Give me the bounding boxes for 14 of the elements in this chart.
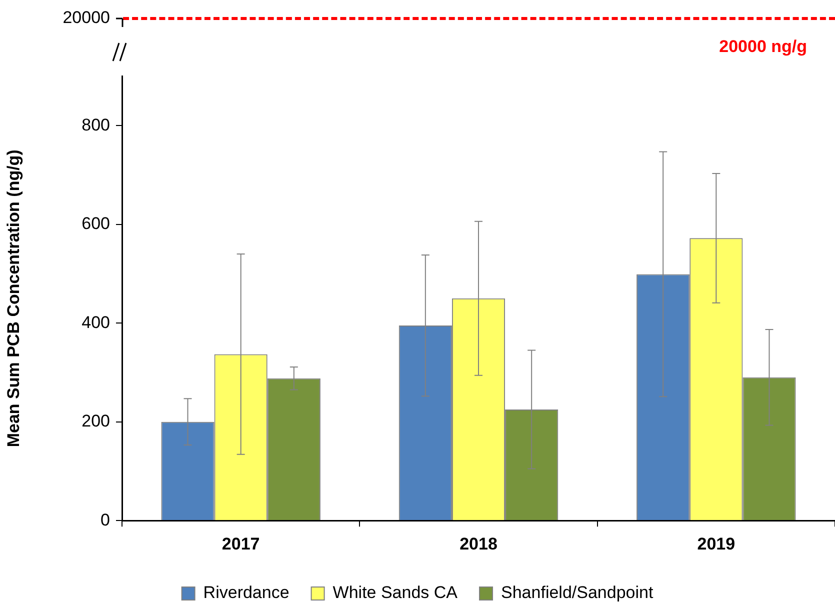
x-tick-label: 2018 xyxy=(460,534,498,554)
y-axis-title: Mean Sum PCB Concentration (ng/g) xyxy=(4,150,23,448)
legend-label: Riverdance xyxy=(203,583,290,602)
x-tick-label: 2019 xyxy=(697,534,736,554)
x-tick-label: 2017 xyxy=(222,534,260,554)
y-tick-label: 600 xyxy=(82,214,110,234)
text: 20000 xyxy=(62,7,110,29)
legend-label: White Sands CA xyxy=(332,583,458,602)
y-tick-label: 800 xyxy=(82,115,110,134)
y-tick-label: 200 xyxy=(82,412,110,431)
y-tick-label: 400 xyxy=(82,312,110,332)
legend-label: Shanfield/Sandpoint xyxy=(501,583,654,602)
y-tick-label: 0 xyxy=(100,510,110,530)
text: 20000 ng/g xyxy=(719,36,807,58)
